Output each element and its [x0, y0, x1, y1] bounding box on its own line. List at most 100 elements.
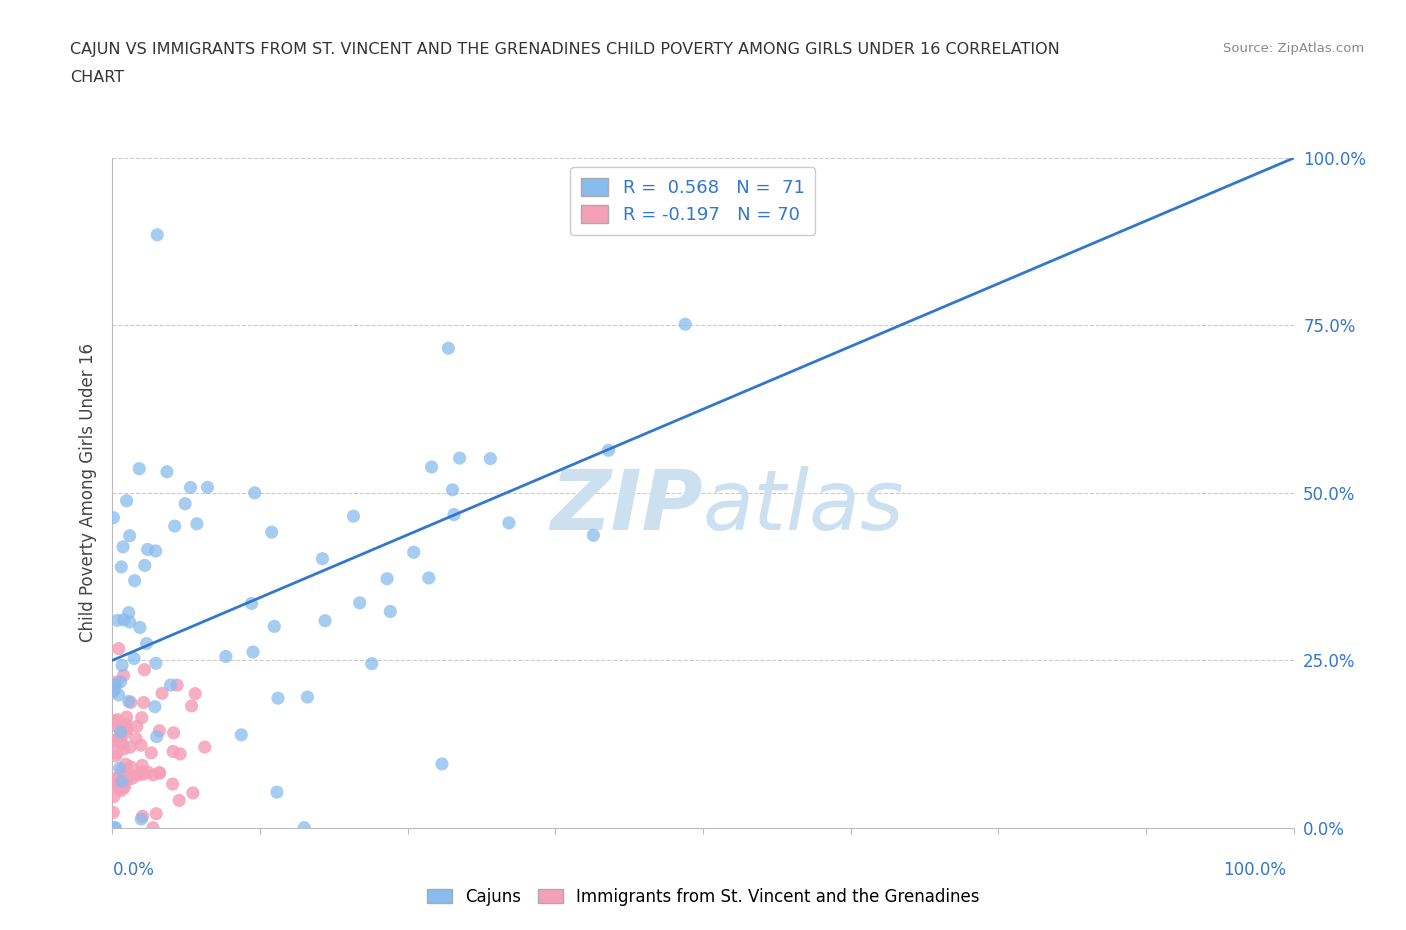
Point	[110, 732, 132, 747]
Point	[162, 744, 184, 759]
Point	[103, 771, 125, 786]
Point	[418, 570, 440, 585]
Point	[110, 764, 132, 778]
Point	[142, 820, 165, 835]
Point	[118, 615, 141, 630]
Point	[156, 464, 179, 479]
Point	[598, 443, 620, 458]
Legend: Cajuns, Immigrants from St. Vincent and the Grenadines: Cajuns, Immigrants from St. Vincent and …	[420, 881, 986, 912]
Point	[101, 684, 124, 699]
Point	[115, 493, 138, 508]
Point	[118, 605, 141, 620]
Point	[111, 774, 134, 789]
Point	[267, 691, 290, 706]
Point	[105, 674, 128, 689]
Point	[111, 737, 134, 751]
Point	[122, 651, 145, 666]
Point	[194, 739, 217, 754]
Point	[110, 560, 132, 575]
Point	[125, 731, 148, 746]
Point	[132, 766, 155, 781]
Point	[107, 641, 129, 656]
Point	[112, 741, 135, 756]
Point	[104, 820, 127, 835]
Point	[108, 780, 131, 795]
Legend: R =  0.568   N =  71, R = -0.197   N = 70: R = 0.568 N = 71, R = -0.197 N = 70	[571, 167, 815, 234]
Point	[101, 775, 124, 790]
Point	[128, 620, 150, 635]
Point	[120, 759, 142, 774]
Point	[103, 713, 125, 728]
Point	[582, 528, 605, 543]
Point	[112, 668, 135, 683]
Point	[437, 340, 460, 355]
Point	[129, 737, 152, 752]
Point	[105, 746, 128, 761]
Point	[103, 684, 125, 698]
Point	[143, 699, 166, 714]
Point	[174, 497, 197, 512]
Point	[141, 746, 163, 761]
Point	[107, 687, 129, 702]
Point	[107, 712, 129, 727]
Point	[166, 678, 188, 693]
Point	[135, 636, 157, 651]
Point	[145, 729, 167, 744]
Point	[146, 228, 169, 243]
Point	[112, 780, 135, 795]
Point	[132, 695, 155, 710]
Point	[131, 809, 153, 824]
Point	[103, 684, 125, 698]
Point	[184, 686, 207, 701]
Point	[104, 749, 127, 764]
Point	[149, 765, 172, 780]
Point	[118, 528, 141, 543]
Point	[150, 686, 173, 701]
Text: 0.0%: 0.0%	[112, 860, 155, 879]
Point	[104, 677, 127, 692]
Point	[441, 483, 464, 498]
Point	[169, 747, 191, 762]
Point	[121, 771, 143, 786]
Text: CHART: CHART	[70, 70, 124, 85]
Point	[103, 805, 125, 820]
Point	[260, 525, 283, 539]
Point	[242, 644, 264, 659]
Point	[103, 682, 125, 697]
Point	[131, 711, 153, 725]
Point	[128, 461, 150, 476]
Point	[349, 595, 371, 610]
Text: Source: ZipAtlas.com: Source: ZipAtlas.com	[1223, 42, 1364, 55]
Point	[311, 551, 333, 566]
Point	[162, 777, 184, 791]
Point	[142, 767, 165, 782]
Point	[360, 657, 382, 671]
Point	[402, 545, 425, 560]
Point	[243, 485, 266, 500]
Point	[105, 613, 128, 628]
Point	[110, 724, 132, 739]
Point	[167, 793, 190, 808]
Point	[108, 761, 131, 776]
Point	[145, 543, 167, 558]
Point	[103, 789, 125, 804]
Point	[197, 480, 219, 495]
Point	[136, 542, 159, 557]
Point	[498, 515, 520, 530]
Point	[380, 604, 402, 618]
Point	[111, 539, 134, 554]
Point	[118, 694, 141, 709]
Point	[162, 725, 184, 740]
Point	[101, 735, 124, 750]
Point	[180, 698, 202, 713]
Point	[314, 613, 336, 628]
Point	[124, 573, 146, 588]
Point	[120, 695, 142, 710]
Point	[114, 725, 136, 740]
Point	[107, 720, 129, 735]
Point	[673, 317, 696, 332]
Point	[134, 558, 156, 573]
Point	[145, 656, 167, 671]
Point	[128, 767, 150, 782]
Point	[131, 758, 153, 773]
